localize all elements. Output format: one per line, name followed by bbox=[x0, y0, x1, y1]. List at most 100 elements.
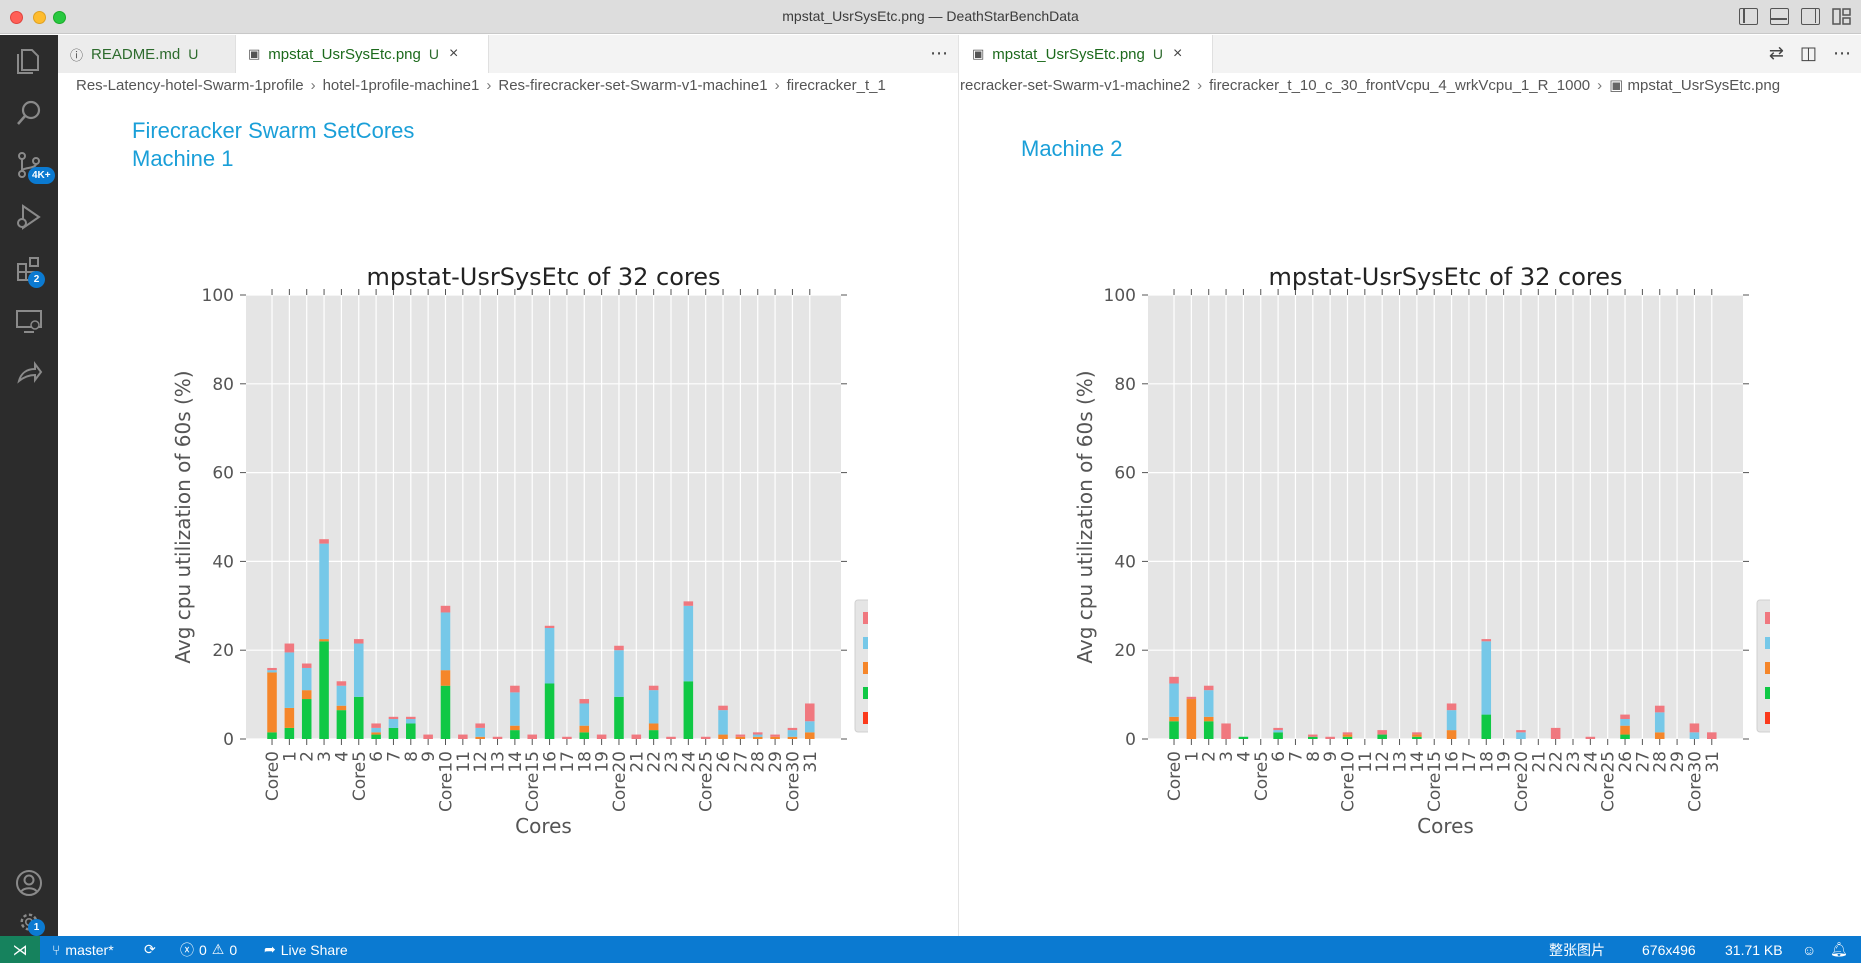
bar-segment-usr bbox=[683, 601, 694, 606]
bar-segment-sys bbox=[614, 650, 624, 697]
bar-segment-sys bbox=[752, 734, 763, 737]
bar-segment-guest bbox=[579, 732, 590, 739]
bar-segment-usr bbox=[371, 723, 381, 728]
title-bar: mpstat_UsrSysEtc.png — DeathStarBenchDat… bbox=[0, 0, 1861, 34]
split-editor-icon[interactable]: ◫ bbox=[1799, 43, 1817, 63]
legend-swatch-usr bbox=[1765, 612, 1798, 624]
bar-segment-soft bbox=[1342, 734, 1353, 737]
file-size: 31.71 KB bbox=[1725, 941, 1783, 958]
more-actions-icon[interactable]: ⋯ bbox=[1833, 43, 1851, 63]
branch-indicator[interactable]: ⑂ master* bbox=[52, 936, 114, 963]
feedback-icon[interactable]: ☺ bbox=[1802, 941, 1817, 958]
remote-explorer-icon[interactable] bbox=[0, 295, 58, 347]
open-changes-icon[interactable]: ⇄ bbox=[1768, 43, 1784, 63]
chevron-right-icon: › bbox=[486, 77, 492, 94]
activity-bar: 4K+ 2 1 bbox=[0, 35, 58, 936]
breadcrumb: Res-Latency-hotel-Swarm-1profile › hotel-1… bbox=[58, 73, 958, 99]
manage-gear-icon[interactable]: 1 bbox=[0, 909, 58, 936]
heading-line: Machine 1 bbox=[132, 146, 234, 171]
live-share-icon[interactable] bbox=[0, 347, 58, 399]
close-icon[interactable]: × bbox=[1172, 45, 1183, 62]
live-share-status[interactable]: ➦ Live Share bbox=[264, 936, 348, 963]
explorer-icon[interactable] bbox=[0, 35, 58, 87]
bar-segment-usr bbox=[1707, 732, 1717, 739]
bar-segment-guest bbox=[301, 699, 312, 739]
problems-indicator[interactable]: ⓧ 0 ⚠ 0 bbox=[180, 936, 237, 963]
chart-title: mpstat-UsrSysEtc of 32 cores bbox=[367, 263, 721, 291]
close-icon[interactable]: × bbox=[448, 45, 459, 62]
minimize-window-button[interactable] bbox=[33, 11, 46, 24]
close-window-button[interactable] bbox=[10, 11, 23, 24]
customize-layout-icon[interactable] bbox=[1832, 8, 1851, 25]
breadcrumb-item[interactable]: firecracker_t_1 bbox=[786, 77, 886, 94]
bar-segment-usr bbox=[1169, 676, 1179, 684]
x-tick-label: 14 bbox=[1408, 751, 1428, 773]
legend-swatch-guest bbox=[863, 687, 896, 699]
bar-segment-usr bbox=[336, 681, 347, 686]
y-tick-label: 60 bbox=[212, 464, 234, 484]
bar-segment-soft bbox=[1654, 732, 1665, 739]
bar-segment-guest bbox=[267, 732, 277, 739]
tab-label: mpstat_UsrSysEtc.png bbox=[992, 45, 1145, 63]
x-tick-label: 14 bbox=[506, 751, 526, 773]
bar-segment-usr bbox=[1412, 732, 1422, 735]
x-tick-label: 16 bbox=[1443, 751, 1463, 773]
tab-mpstat-right[interactable]: ▣ mpstat_UsrSysEtc.png U × bbox=[960, 35, 1213, 73]
more-actions-icon[interactable]: ⋯ bbox=[930, 43, 948, 63]
tab-label: mpstat_UsrSysEtc.png bbox=[268, 45, 421, 63]
tab-mpstat-left[interactable]: ▣ mpstat_UsrSysEtc.png U × bbox=[236, 35, 489, 73]
chart-svg: 020406080100Core01234Core56789Core101112… bbox=[1073, 263, 1861, 838]
page-heading: Machine 2 bbox=[1021, 136, 1123, 161]
toggle-secondary-sidebar-icon[interactable] bbox=[1801, 8, 1820, 25]
bar-segment-guest bbox=[683, 681, 694, 739]
x-tick-label: Core15 bbox=[523, 751, 543, 812]
x-tick-label: 13 bbox=[489, 751, 509, 773]
x-tick-label: Core25 bbox=[1599, 751, 1619, 812]
source-control-icon[interactable]: 4K+ bbox=[0, 139, 58, 191]
breadcrumb-item[interactable]: Res-firecracker-set-Swarm-v1-machine1 bbox=[498, 77, 768, 94]
live-share-label: Live Share bbox=[280, 941, 348, 958]
breadcrumb-item[interactable]: recracker-set-Swarm-v1-machine2 bbox=[960, 77, 1191, 94]
bar-segment-usr bbox=[510, 685, 520, 693]
maximize-window-button[interactable] bbox=[53, 11, 66, 24]
tab-readme[interactable]: ⓘ README.md U bbox=[58, 35, 236, 73]
bar-segment-soft bbox=[805, 732, 815, 739]
y-tick-label: 0 bbox=[223, 730, 234, 750]
x-tick-label: 12 bbox=[471, 751, 491, 773]
sync-icon[interactable]: ⟳ bbox=[144, 941, 156, 957]
bar-segment-usr bbox=[562, 736, 572, 739]
bar-segment-usr bbox=[458, 734, 468, 739]
x-tick-label: 18 bbox=[1477, 751, 1497, 773]
bar-segment-usr bbox=[353, 639, 364, 644]
breadcrumb-item[interactable]: firecracker_t_10_c_30_frontVcpu_4_wrkVcp… bbox=[1209, 77, 1591, 94]
notifications-bell-icon[interactable]: 🔔︎ bbox=[1830, 941, 1848, 957]
extensions-icon[interactable]: 2 bbox=[0, 243, 58, 295]
bar-segment-usr bbox=[406, 716, 416, 720]
run-debug-icon[interactable] bbox=[0, 191, 58, 243]
remote-indicator-icon[interactable]: ⋊ bbox=[0, 936, 40, 963]
bar-segment-guest bbox=[648, 730, 659, 739]
legend-swatch-usr bbox=[863, 612, 896, 624]
bar-segment-guest bbox=[1342, 736, 1353, 739]
bar-segment-sys bbox=[579, 703, 590, 726]
layout-controls bbox=[1739, 8, 1851, 25]
bar-segment-usr bbox=[770, 734, 780, 737]
bar-segment-sys bbox=[510, 692, 520, 726]
view-mode[interactable]: 整张图片 bbox=[1549, 941, 1605, 958]
bar-segment-guest bbox=[1203, 721, 1214, 739]
breadcrumb-item[interactable]: mpstat_UsrSysEtc.png bbox=[1627, 77, 1781, 94]
toggle-panel-icon[interactable] bbox=[1770, 8, 1789, 25]
breadcrumb-item[interactable]: Res-Latency-hotel-Swarm-1profile bbox=[76, 77, 304, 94]
breadcrumb-item[interactable]: hotel-1profile-machine1 bbox=[322, 77, 480, 94]
error-count: 0 bbox=[199, 941, 207, 958]
bar-segment-usr bbox=[1446, 703, 1457, 711]
bar-segment-sys bbox=[1654, 712, 1665, 733]
accounts-icon[interactable] bbox=[0, 857, 58, 909]
toggle-primary-sidebar-icon[interactable] bbox=[1739, 8, 1758, 25]
bar-segment-guest bbox=[1377, 734, 1387, 739]
image-dimensions: 676x496 bbox=[1642, 941, 1696, 958]
search-icon[interactable] bbox=[0, 87, 58, 139]
page-heading: Firecracker Swarm SetCores Machine 1 bbox=[132, 117, 414, 173]
x-tick-label: 8 bbox=[402, 751, 422, 762]
x-tick-label: 2 bbox=[1200, 751, 1220, 762]
